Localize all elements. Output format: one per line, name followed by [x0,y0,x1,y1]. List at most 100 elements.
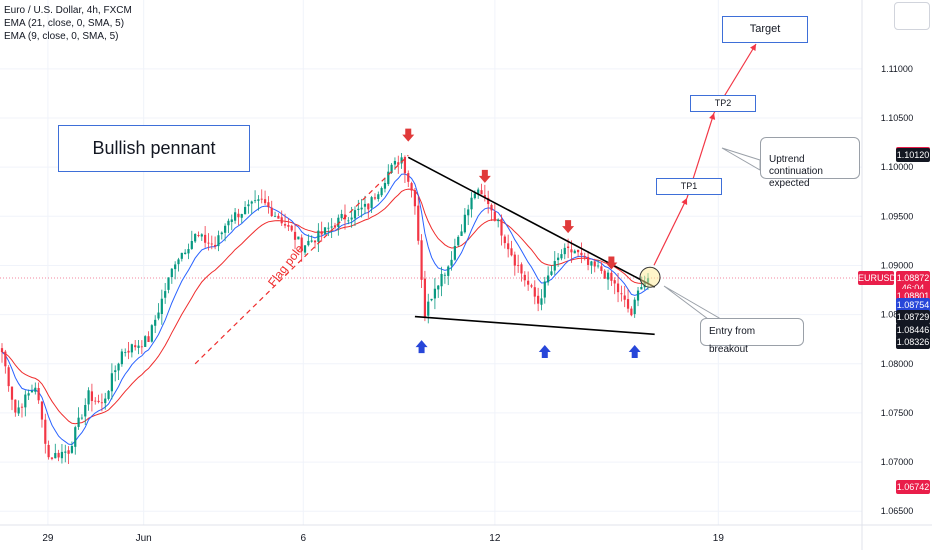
candle-body [490,204,493,211]
candle-body [636,290,640,301]
candle-body [626,299,630,309]
arrow-head-icon-1 [709,113,716,120]
candle-body [353,210,357,219]
candle-body [413,190,417,207]
candle-body [580,252,583,255]
candle-body [197,235,200,237]
y-tick-label: 1.09500 [881,211,914,221]
x-tick-label: 12 [489,533,501,544]
candle-body [623,295,626,300]
chart-settings-button[interactable] [894,2,930,30]
pattern-title: Bullish pennant [92,138,216,158]
candle-body [417,205,420,241]
candle-body [287,224,290,227]
pattern-title-box: Bullish pennant [58,125,250,172]
candle-body [293,231,297,240]
candle-body [317,230,320,242]
candle-body [420,240,423,280]
candle-body [570,249,573,253]
candle-body [14,399,17,413]
candle-body [477,189,480,195]
candle-body [563,247,566,255]
legend-ema9[interactable]: EMA (9, close, 0, SMA, 5) [4,31,119,42]
candle-body [184,252,187,254]
candle-body [200,234,203,237]
candle-body [620,293,623,295]
candle-body [150,325,153,342]
candle-body [280,217,283,224]
candle-body [400,157,403,164]
price-tag: 1.06742 [896,480,930,495]
candle-body [537,295,540,304]
tp1-label: TP1 [680,181,698,191]
candle-body [550,271,553,275]
candle-body [30,390,34,393]
tp2-box: TP2 [690,95,756,112]
candle-body [70,445,74,453]
down-arrow-icon-1 [478,169,491,183]
candle-body [523,274,526,281]
candle-body [447,266,450,276]
candle-body [4,351,7,367]
candle-body [583,256,586,258]
candle-body [600,266,603,272]
candle-body [433,288,436,299]
target-label: Target [749,23,781,35]
candle-body [230,219,233,222]
candle-body [144,336,147,347]
candle-body [207,242,210,244]
candle-body [557,257,560,261]
candle-body [613,280,616,284]
candle-body [147,336,150,343]
pennant-lower-line [414,315,655,336]
candle-body [247,204,250,207]
candle-body [187,249,190,254]
candle-body [80,417,84,419]
price-tag: 1.08326 [896,334,930,349]
candle-body [453,246,456,260]
entry-callout-text: Entry from breakout [709,326,756,355]
candle-body [157,312,160,319]
breakout-circle [639,266,661,288]
candle-body [260,198,263,200]
candle-body [177,259,180,265]
candle-body [517,265,520,267]
down-arrow-icon-2 [562,220,575,234]
candle-body [373,197,377,199]
candle-body [27,393,30,396]
candle-body [57,452,60,458]
candle-body [407,173,410,182]
candle-body [610,272,613,281]
candle-body [397,162,400,165]
candle-body [370,197,373,208]
candle-body [606,272,610,280]
y-tick-label: 1.06500 [881,506,914,516]
y-tick-label: 1.10000 [881,162,914,172]
candles [0,153,650,465]
x-tick-label: 6 [301,533,307,544]
candle-body [174,264,177,270]
candle-body [510,248,513,256]
candle-body [410,183,413,191]
legend-ema21[interactable]: EMA (21, close, 0, SMA, 5) [4,18,125,29]
arrow-head-icon-0 [681,198,688,205]
candle-body [270,207,273,217]
candle-body [164,291,167,298]
y-tick-label: 1.07500 [881,408,914,418]
price-tag: 1.08754 [896,297,930,312]
candle-body [333,225,337,228]
candle-body [513,254,516,266]
candle-body [44,419,47,444]
candle-body [250,201,253,204]
candle-body [160,298,163,315]
y-tick-label: 1.09000 [881,260,914,270]
candle-body [210,243,213,245]
candle-body [130,344,133,353]
candle-body [227,220,230,226]
legend-symbol[interactable]: Euro / U.S. Dollar, 4h, FXCM [4,5,132,16]
candle-body [630,308,633,316]
candle-body [377,194,380,199]
candle-body [137,345,140,348]
candle-body [633,299,636,315]
